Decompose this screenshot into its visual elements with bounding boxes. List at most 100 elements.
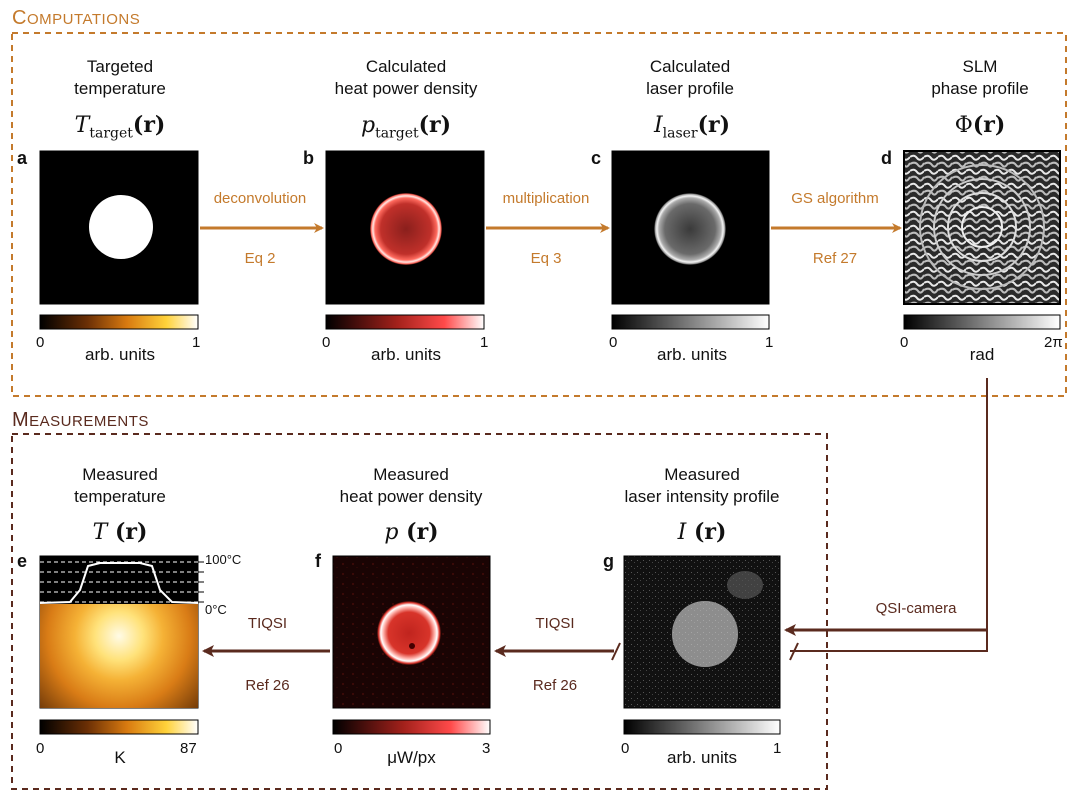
- panel-b-math: ptarget(r): [326, 112, 486, 141]
- computations-frame: [11, 32, 1067, 397]
- panel-e-cbar-label: K: [114, 748, 126, 767]
- panel-b-title: Calculated heat power density: [306, 56, 506, 100]
- arrow-c-to-d-ref: Ref 27: [812, 250, 858, 267]
- panel-b-cbar-label: arb. units: [371, 345, 441, 364]
- panel-a-cbar-label: arb. units: [85, 345, 155, 364]
- colorbar-b: [325, 314, 485, 330]
- panel-a-cbar-max: 1: [192, 334, 201, 351]
- arrow-c-to-d-label: GS algorithm: [791, 190, 879, 207]
- panel-e-image: [39, 555, 204, 709]
- panel-c-letter: c: [591, 148, 602, 168]
- panel-f-cbar-label: μW/px: [387, 748, 436, 767]
- panel-d-cbar-max: 2π: [1044, 334, 1063, 351]
- panel-f-cbar-min: 0: [334, 740, 343, 757]
- panel-f-image: [332, 555, 491, 709]
- panel-e-temp-high: 100°C: [205, 552, 242, 567]
- panel-e-cbar-min: 0: [36, 740, 45, 757]
- panel-d-math-symbol: Φ: [954, 113, 973, 138]
- panel-c-math-symbol: I: [653, 113, 663, 138]
- panel-e-math-symbol: T: [92, 520, 108, 545]
- panel-g-letter: g: [603, 551, 614, 571]
- panel-e-title-line1: Measured: [82, 465, 158, 484]
- panel-g-cbar-min: 0: [621, 740, 630, 757]
- panel-c-cbar-max: 1: [765, 334, 774, 351]
- panel-g-math: I (r): [624, 519, 780, 545]
- panel-a-title: Targeted temperature: [40, 56, 200, 100]
- panel-a-title-line2: temperature: [74, 79, 166, 98]
- panel-g-title-line2: laser intensity profile: [624, 487, 780, 506]
- panel-b-image: [325, 150, 485, 305]
- panel-e-title-line2: temperature: [74, 487, 166, 506]
- panel-a-math: Ttarget(r): [40, 112, 200, 141]
- panel-d-title-line2: phase profile: [931, 79, 1029, 98]
- panel-b-cbar-min: 0: [322, 334, 331, 351]
- panel-b-title-line2: heat power density: [334, 79, 478, 98]
- panel-d-math: Φ(r): [900, 112, 1060, 141]
- panel-f-title-line2: heat power density: [339, 487, 483, 506]
- panel-a-letter: a: [17, 148, 28, 168]
- panel-f-math-symbol: p: [384, 520, 399, 545]
- arrow-d-to-g: [790, 378, 988, 652]
- panel-g-math-symbol: I: [677, 520, 687, 545]
- panel-c-title-line1: Calculated: [649, 57, 731, 76]
- arrow-f-to-e-label: TIQSI: [247, 615, 288, 632]
- panel-c-image: [611, 150, 770, 305]
- panel-e-math-arg: (r): [107, 519, 148, 545]
- panel-b-math-arg: (r): [418, 112, 452, 138]
- computations-title: COMPUTATIONS: [12, 7, 140, 30]
- panel-e-title: Measured temperature: [40, 464, 200, 508]
- panel-e-cbar-max: 87: [180, 740, 197, 757]
- panel-a-math-arg: (r): [132, 112, 166, 138]
- panel-f-title: Measured heat power density: [311, 464, 511, 508]
- panel-b-math-symbol: p: [360, 113, 376, 138]
- panel-d-title-line1: SLM: [962, 57, 998, 76]
- panel-g-title: Measured laser intensity profile: [592, 464, 812, 508]
- panel-c-title-line2: laser profile: [646, 79, 734, 98]
- panel-b-cbar-max: 1: [480, 334, 489, 351]
- arrow-g-to-f-ref: Ref 26: [532, 677, 578, 694]
- panel-c-title: Calculated laser profile: [600, 56, 780, 100]
- colorbar-g: [623, 719, 781, 735]
- panel-c-cbar-min: 0: [609, 334, 618, 351]
- measurements-title: MEASUREMENTS: [12, 409, 149, 432]
- panel-g-image: [623, 555, 781, 709]
- arrow-f-to-e-ref: Ref 26: [245, 677, 290, 694]
- panel-c-cbar-label: arb. units: [657, 345, 727, 364]
- computations-title-rest: OMPUTATIONS: [26, 11, 141, 28]
- panel-d-math-arg: (r): [972, 112, 1006, 138]
- measurements-title-initial: M: [12, 409, 30, 431]
- colorbar-c: [611, 314, 770, 330]
- arrow-b-to-c-ref: Eq 3: [530, 250, 562, 267]
- measurements-frame: [11, 433, 828, 790]
- panel-d-image: [903, 150, 1061, 305]
- colorbar-f: [332, 719, 491, 735]
- panel-a-image: [39, 150, 199, 305]
- panel-d-cbar-label: rad: [969, 345, 995, 364]
- panel-f-math: p (r): [333, 519, 490, 545]
- panel-d-letter: d: [881, 148, 892, 168]
- panel-d-title: SLM phase profile: [900, 56, 1060, 100]
- arrow-a-to-b-label: deconvolution: [213, 190, 307, 207]
- arrow-d-to-g-label: QSI-camera: [875, 600, 957, 617]
- panel-e-math: T (r): [40, 519, 200, 545]
- panel-a-math-sub: target: [89, 125, 133, 142]
- arrow-d-to-g-break: [789, 642, 799, 661]
- panel-a-title-line1: Targeted: [86, 57, 154, 76]
- panel-a-cbar-min: 0: [36, 334, 45, 351]
- colorbar-d: [903, 314, 1061, 330]
- arrow-g-to-f-break: [611, 642, 621, 661]
- colorbar-e: [39, 719, 199, 735]
- arrow-b-to-c-label: multiplication: [502, 190, 590, 207]
- panel-a-math-symbol: T: [74, 113, 90, 138]
- panel-g-math-arg: (r): [686, 519, 727, 545]
- arrow-g-to-f-label: TIQSI: [535, 615, 575, 632]
- panel-g-title-line1: Measured: [664, 465, 740, 484]
- panel-f-cbar-max: 3: [482, 740, 491, 757]
- panel-c-math-sub: laser: [662, 125, 698, 142]
- panel-f-math-arg: (r): [398, 519, 439, 545]
- panel-f-letter: f: [315, 551, 321, 571]
- panel-c-math-arg: (r): [697, 112, 731, 138]
- panel-c-math: Ilaser(r): [612, 112, 772, 141]
- panel-e-letter: e: [17, 551, 28, 571]
